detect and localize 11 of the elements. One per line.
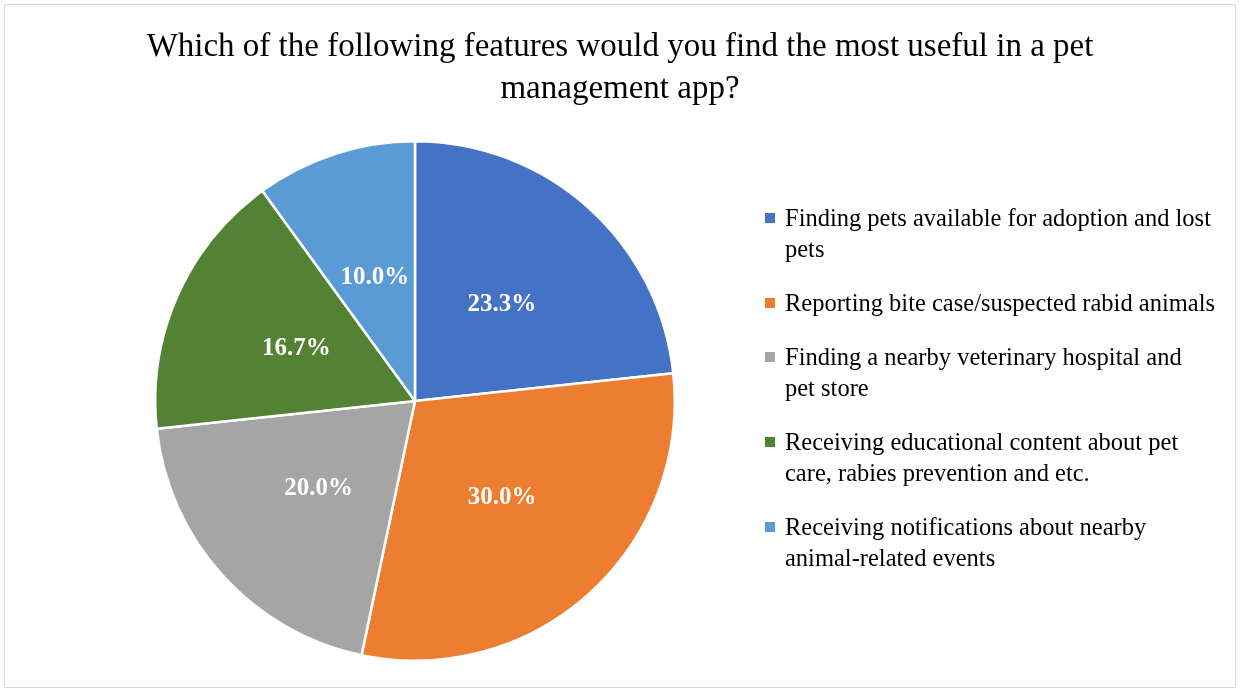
data-label: 20.0% (284, 472, 354, 500)
data-label: 30.0% (467, 481, 537, 509)
chart-title: Which of the following features would you find the most useful in a pet management app? (145, 26, 1095, 107)
data-label: 16.7% (261, 332, 331, 360)
legend-label: Reporting bite case/suspected rabid animals (785, 289, 1215, 316)
data-label: 10.0% (340, 261, 410, 289)
legend-label: Receiving notifications about nearby animal-related events (785, 513, 1147, 571)
legend-label: Finding pets available for adoption and lost pets (785, 204, 1211, 262)
data-label: 23.3% (467, 288, 537, 316)
legend-label: Receiving educational content about pet care, rabies prevention and etc. (785, 428, 1179, 486)
legend-label: Finding a nearby veterinary hospital and pet store (785, 343, 1182, 401)
